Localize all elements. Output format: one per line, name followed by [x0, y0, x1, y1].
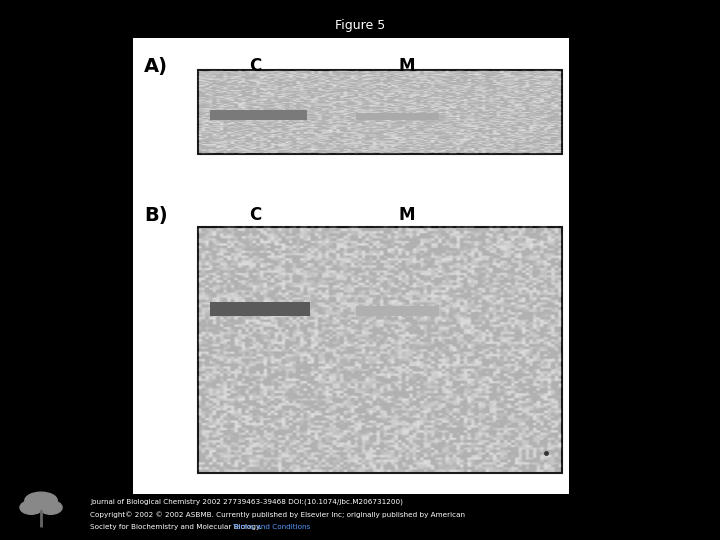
Ellipse shape — [40, 501, 62, 514]
Text: M: M — [399, 206, 415, 224]
Text: ELSEVIER: ELSEVIER — [27, 527, 55, 532]
Text: B): B) — [144, 206, 168, 225]
Text: A): A) — [144, 57, 168, 76]
Text: M: M — [399, 57, 415, 75]
Ellipse shape — [24, 492, 58, 509]
Bar — [356, 113, 439, 120]
Text: Copyright© 2002 © 2002 ASBMB. Currently published by Elsevier Inc; originally pu: Copyright© 2002 © 2002 ASBMB. Currently … — [90, 511, 465, 518]
Text: C: C — [249, 206, 262, 224]
Text: Terms and Conditions: Terms and Conditions — [233, 524, 310, 530]
Bar — [198, 227, 562, 472]
Bar — [210, 110, 307, 120]
Bar — [198, 70, 562, 154]
Bar — [356, 306, 439, 316]
Bar — [133, 38, 569, 494]
Text: Society for Biochemistry and Molecular Biology.: Society for Biochemistry and Molecular B… — [90, 524, 261, 530]
Text: Figure 5: Figure 5 — [335, 19, 385, 32]
Ellipse shape — [20, 501, 42, 514]
Bar — [210, 302, 310, 316]
Text: C: C — [249, 57, 262, 75]
Text: Journal of Biological Chemistry 2002 27739463-39468 DOI:(10.1074/jbc.M206731200): Journal of Biological Chemistry 2002 277… — [90, 498, 403, 505]
